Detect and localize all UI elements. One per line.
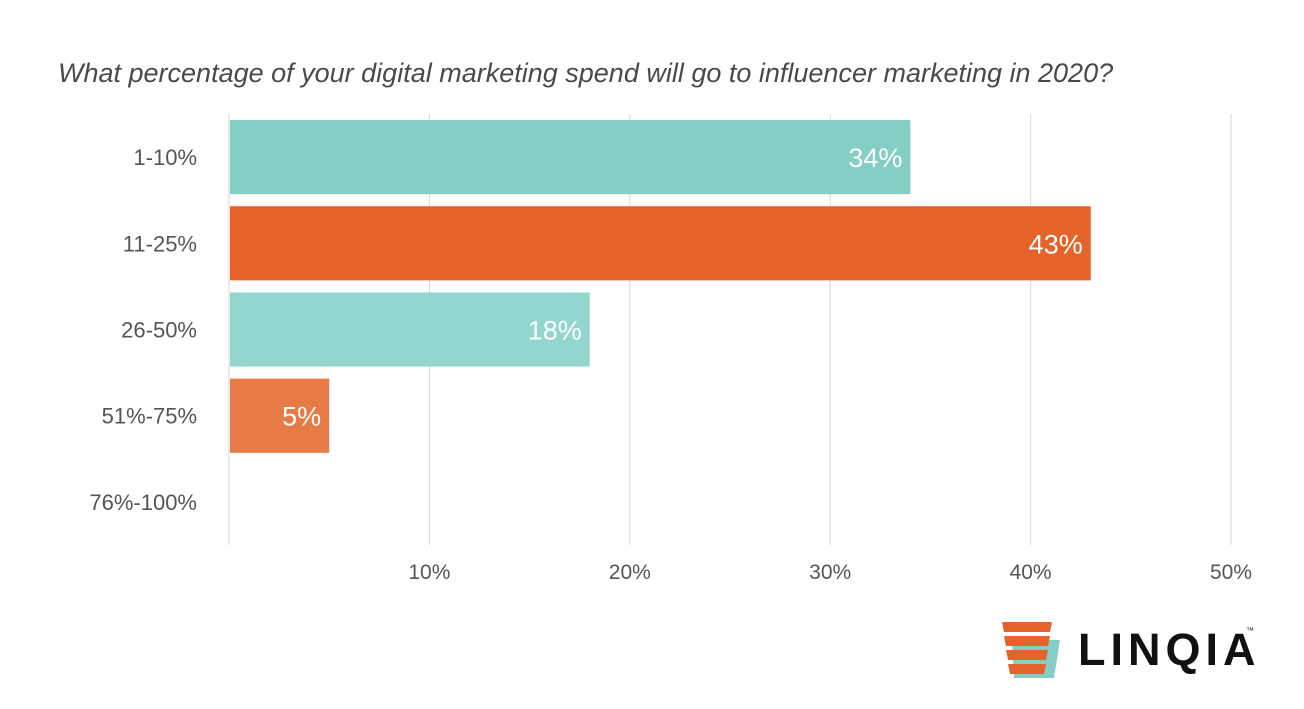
bar: [230, 292, 590, 367]
logo-wordmark: LINQIA: [1078, 624, 1261, 675]
x-tick-label: 20%: [609, 561, 651, 584]
category-label: 1-10%: [133, 145, 197, 170]
data-label: 5%: [282, 402, 321, 432]
bar: [230, 120, 911, 195]
x-tick-label: 50%: [1210, 561, 1252, 584]
data-label: 43%: [1029, 229, 1083, 259]
category-label: 76%-100%: [89, 490, 197, 515]
x-tick-label: 40%: [1010, 561, 1052, 584]
data-label: 18%: [528, 316, 582, 346]
bar: [230, 206, 1091, 281]
category-label: 51%-75%: [102, 404, 197, 429]
logo-trademark: ™: [1246, 626, 1254, 635]
bar: [230, 378, 330, 453]
x-tick-label: 10%: [408, 561, 450, 584]
chart-title: What percentage of your digital marketin…: [58, 58, 1114, 88]
category-label: 11-25%: [123, 231, 197, 256]
data-label: 34%: [848, 143, 902, 173]
category-label: 26-50%: [121, 318, 197, 343]
linqia-logo: LINQIA ™: [1000, 620, 1270, 682]
x-tick-label: 30%: [809, 561, 851, 584]
linqia-logo-icon: [1002, 622, 1060, 678]
